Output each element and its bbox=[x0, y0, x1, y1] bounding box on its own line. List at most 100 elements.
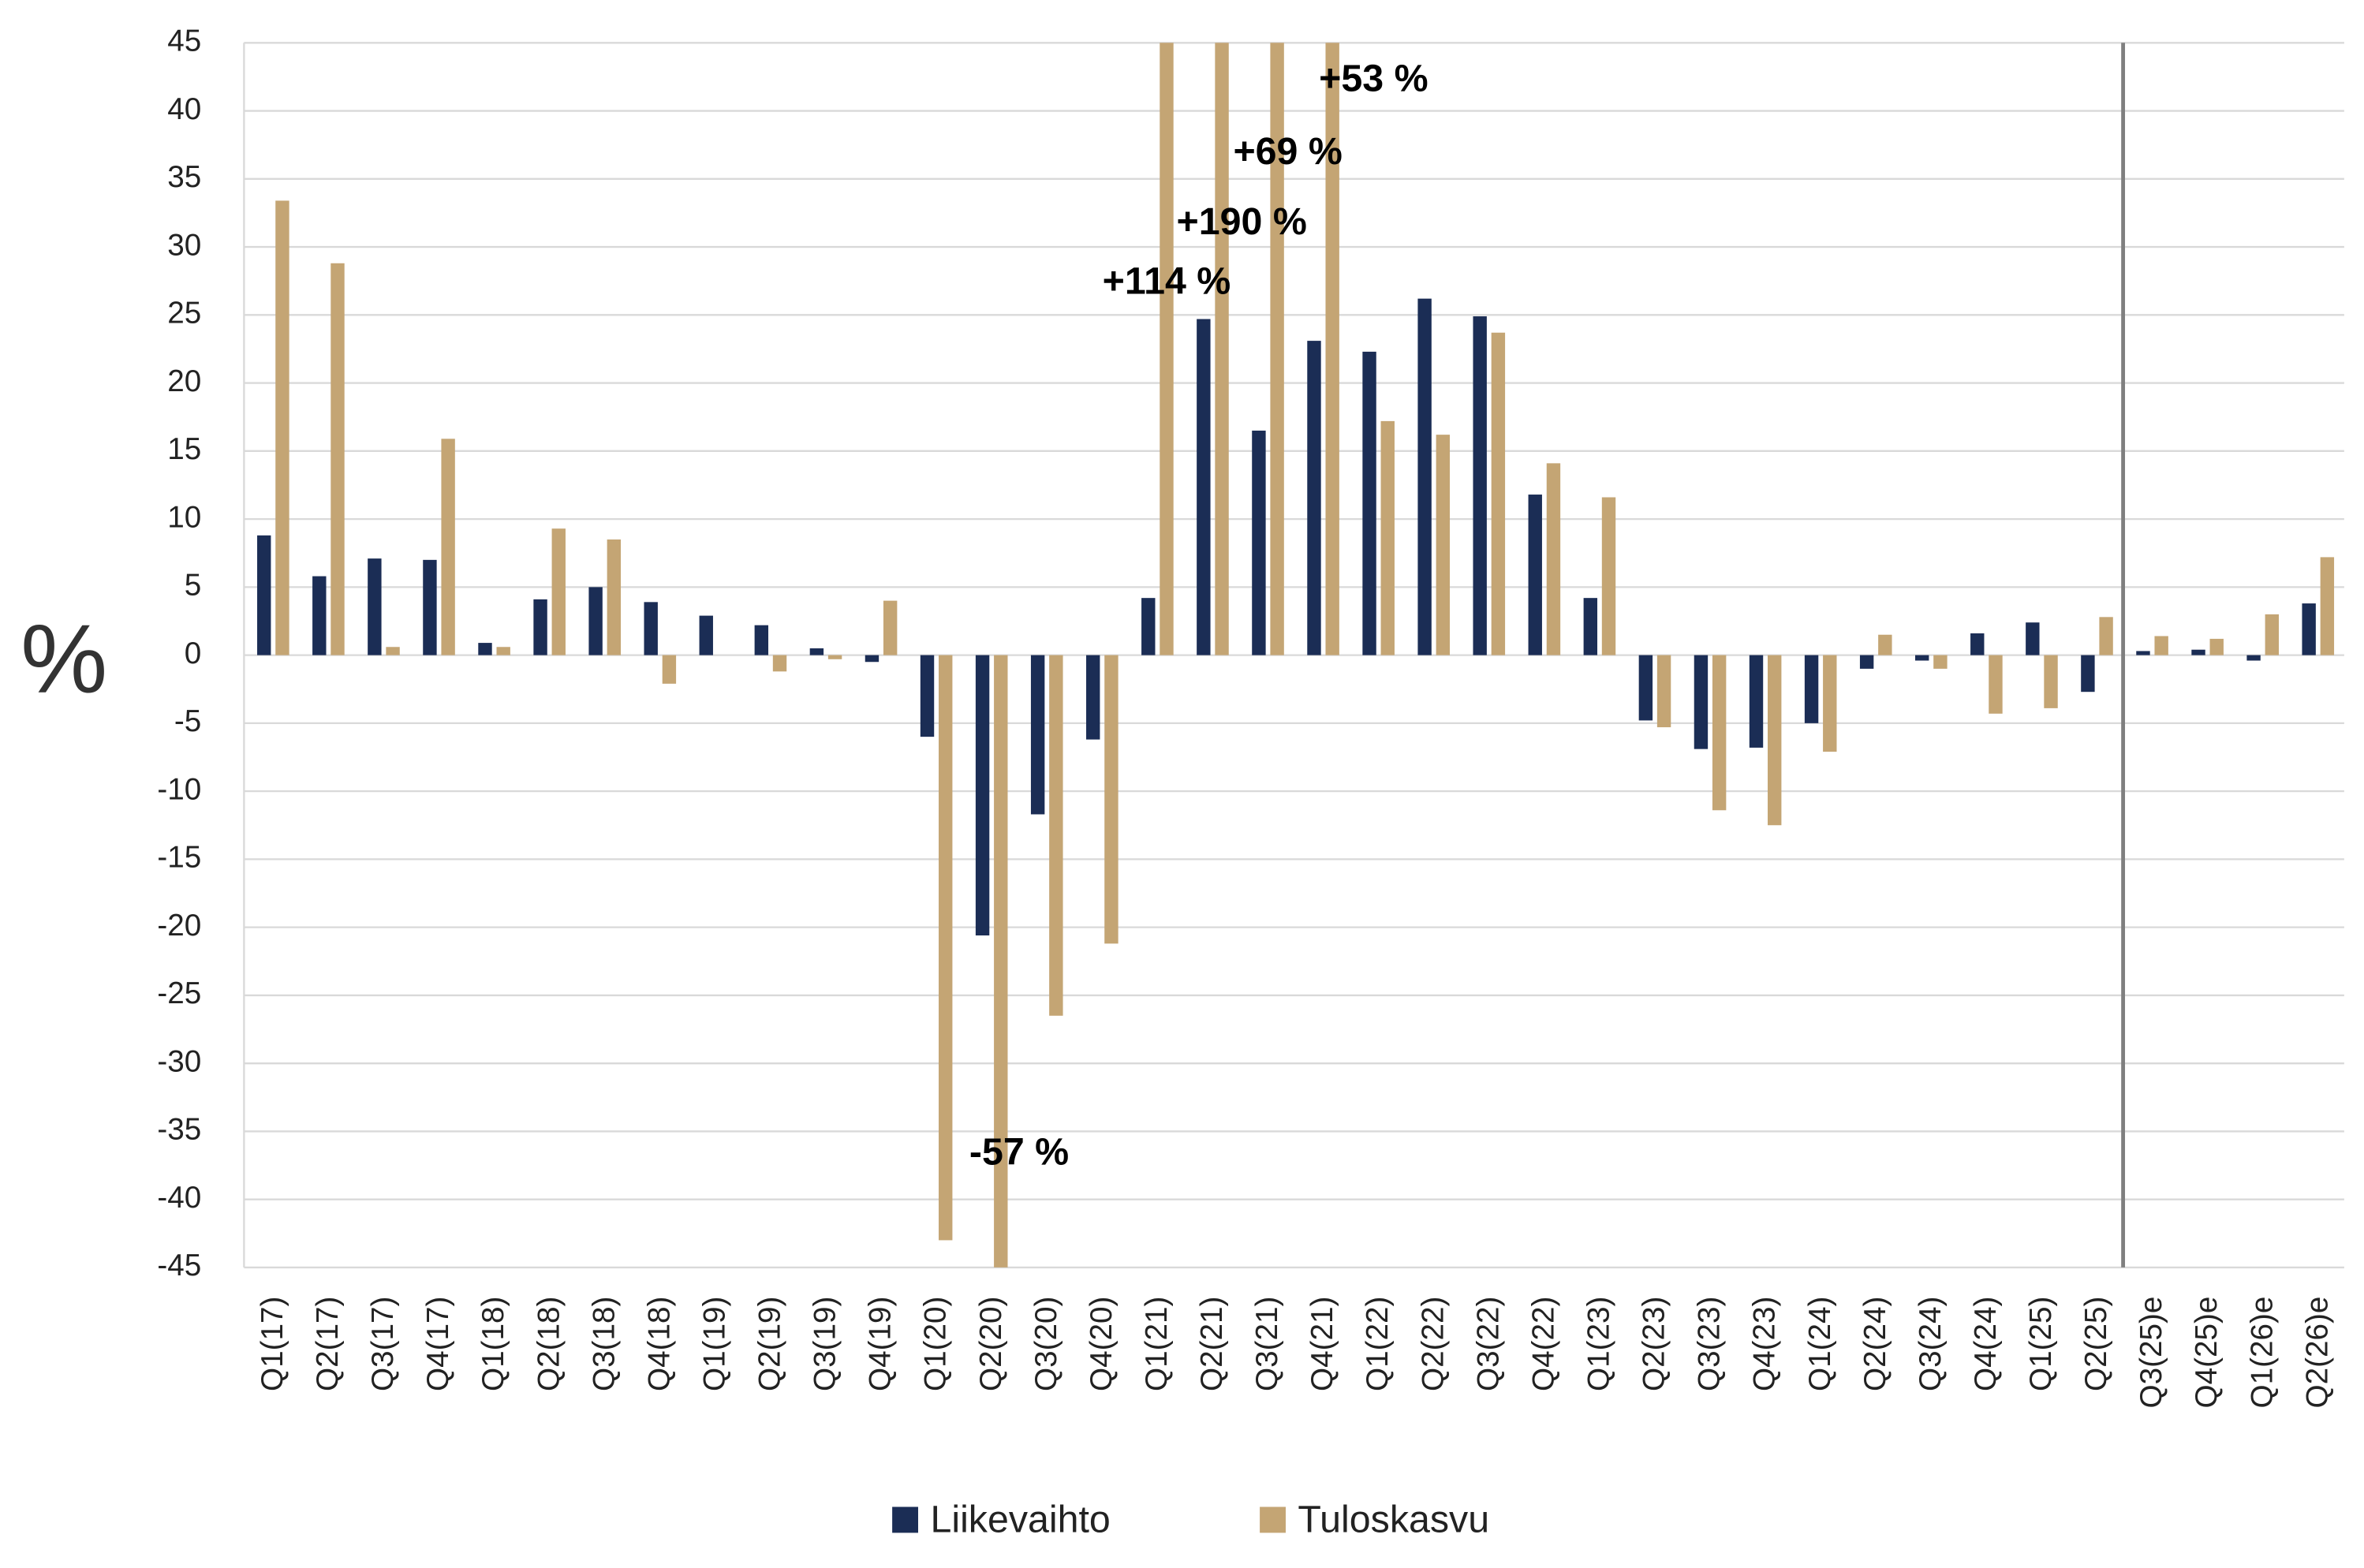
bar bbox=[772, 655, 787, 672]
bar bbox=[754, 625, 769, 655]
data-label: -57 % bbox=[969, 1131, 1069, 1174]
bar bbox=[441, 439, 455, 655]
x-tick-label: Q4(19) bbox=[864, 1297, 898, 1391]
bar bbox=[865, 655, 879, 663]
y-tick-label: -45 bbox=[157, 1249, 201, 1282]
bar bbox=[1970, 633, 1985, 655]
x-tick-label: Q2(23) bbox=[1638, 1297, 1671, 1391]
legend-label: Liikevaihto bbox=[930, 1499, 1110, 1541]
y-tick-label: -20 bbox=[157, 909, 201, 943]
bar bbox=[1823, 655, 1837, 752]
bar bbox=[1933, 655, 1948, 669]
bar bbox=[1491, 332, 1506, 655]
bar bbox=[2136, 651, 2150, 655]
x-tick-label: Q4(18) bbox=[642, 1297, 676, 1391]
x-tick-label: Q2(24) bbox=[1858, 1297, 1892, 1391]
bar bbox=[1104, 655, 1119, 944]
bar bbox=[2320, 557, 2335, 655]
bar bbox=[1252, 430, 1266, 655]
y-tick-label: 15 bbox=[167, 432, 201, 466]
x-tick-label: Q1(23) bbox=[1582, 1297, 1616, 1391]
bar bbox=[478, 643, 492, 655]
x-tick-label: Q4(17) bbox=[421, 1297, 455, 1391]
legend-swatch bbox=[1260, 1506, 1286, 1533]
bar bbox=[1694, 655, 1709, 749]
bar bbox=[809, 648, 824, 655]
bar bbox=[275, 200, 289, 655]
x-tick-label: Q2(21) bbox=[1195, 1297, 1229, 1391]
bar bbox=[368, 558, 382, 655]
x-tick-label: Q3(21) bbox=[1250, 1297, 1284, 1391]
bar bbox=[2081, 655, 2095, 693]
x-tick-label: Q1(25) bbox=[2024, 1297, 2058, 1391]
x-tick-label: Q1(26)e bbox=[2245, 1297, 2279, 1409]
bar bbox=[2302, 603, 2316, 655]
x-tick-label: Q2(20) bbox=[974, 1297, 1008, 1391]
y-axis-label: % bbox=[21, 605, 107, 714]
bar bbox=[1160, 43, 1174, 655]
bar bbox=[2246, 655, 2261, 661]
y-tick-label: -30 bbox=[157, 1044, 201, 1078]
x-tick-label: Q2(25) bbox=[2079, 1297, 2113, 1391]
y-tick-label: 40 bbox=[167, 92, 201, 126]
bar bbox=[257, 535, 271, 655]
x-tick-label: Q3(23) bbox=[1693, 1297, 1727, 1391]
x-tick-label: Q1(22) bbox=[1361, 1297, 1395, 1391]
bar bbox=[2154, 636, 2168, 655]
x-tick-label: Q3(25)e bbox=[2134, 1297, 2168, 1409]
bar bbox=[1583, 598, 1598, 655]
x-tick-label: Q2(19) bbox=[753, 1297, 787, 1391]
x-tick-label: Q1(21) bbox=[1140, 1297, 1174, 1391]
bar bbox=[1436, 435, 1451, 655]
x-tick-label: Q3(19) bbox=[809, 1297, 842, 1391]
bar bbox=[533, 599, 547, 655]
bar bbox=[662, 655, 677, 684]
y-tick-label: -40 bbox=[157, 1181, 201, 1215]
x-tick-label: Q3(20) bbox=[1029, 1297, 1063, 1391]
y-tick-label: -15 bbox=[157, 841, 201, 875]
data-label: +114 % bbox=[1103, 260, 1231, 303]
bar bbox=[588, 587, 603, 655]
bar bbox=[975, 655, 990, 935]
x-tick-label: Q4(22) bbox=[1526, 1297, 1560, 1391]
bar bbox=[1086, 655, 1100, 740]
bar bbox=[920, 655, 935, 737]
bar bbox=[1215, 43, 1229, 655]
bar bbox=[939, 655, 953, 1241]
bar bbox=[607, 539, 622, 655]
bar bbox=[2209, 638, 2224, 655]
bar bbox=[2026, 622, 2040, 655]
x-tick-label: Q1(24) bbox=[1803, 1297, 1837, 1391]
x-tick-label: Q3(24) bbox=[1914, 1297, 1948, 1391]
y-tick-label: 45 bbox=[167, 24, 201, 58]
x-tick-label: Q4(25)e bbox=[2190, 1297, 2224, 1409]
x-tick-label: Q1(18) bbox=[476, 1297, 510, 1391]
legend-label: Tuloskasvu bbox=[1298, 1499, 1489, 1541]
bar bbox=[883, 600, 898, 655]
y-tick-label: -5 bbox=[174, 704, 201, 738]
bar bbox=[827, 655, 842, 659]
bar bbox=[1546, 463, 1561, 655]
x-tick-label: Q4(20) bbox=[1085, 1297, 1119, 1391]
x-tick-label: Q3(18) bbox=[587, 1297, 621, 1391]
bar bbox=[1141, 598, 1156, 655]
x-tick-label: Q2(17) bbox=[311, 1297, 345, 1391]
bar bbox=[699, 615, 713, 655]
bar bbox=[994, 655, 1008, 1267]
x-tick-label: Q1(19) bbox=[697, 1297, 731, 1391]
bar bbox=[1325, 43, 1339, 655]
bar bbox=[1915, 655, 1929, 661]
bar bbox=[1417, 298, 1432, 655]
bar bbox=[1768, 655, 1782, 826]
bar bbox=[2044, 655, 2058, 708]
y-tick-label: -10 bbox=[157, 772, 201, 806]
bar bbox=[1712, 655, 1727, 811]
bar bbox=[1528, 495, 1542, 655]
bar bbox=[496, 647, 510, 655]
x-tick-label: Q4(21) bbox=[1305, 1297, 1339, 1391]
bar bbox=[1473, 316, 1487, 655]
bar bbox=[1878, 634, 1892, 655]
y-tick-label: 0 bbox=[185, 637, 202, 670]
y-tick-label: -35 bbox=[157, 1113, 201, 1147]
bar bbox=[1197, 319, 1211, 655]
